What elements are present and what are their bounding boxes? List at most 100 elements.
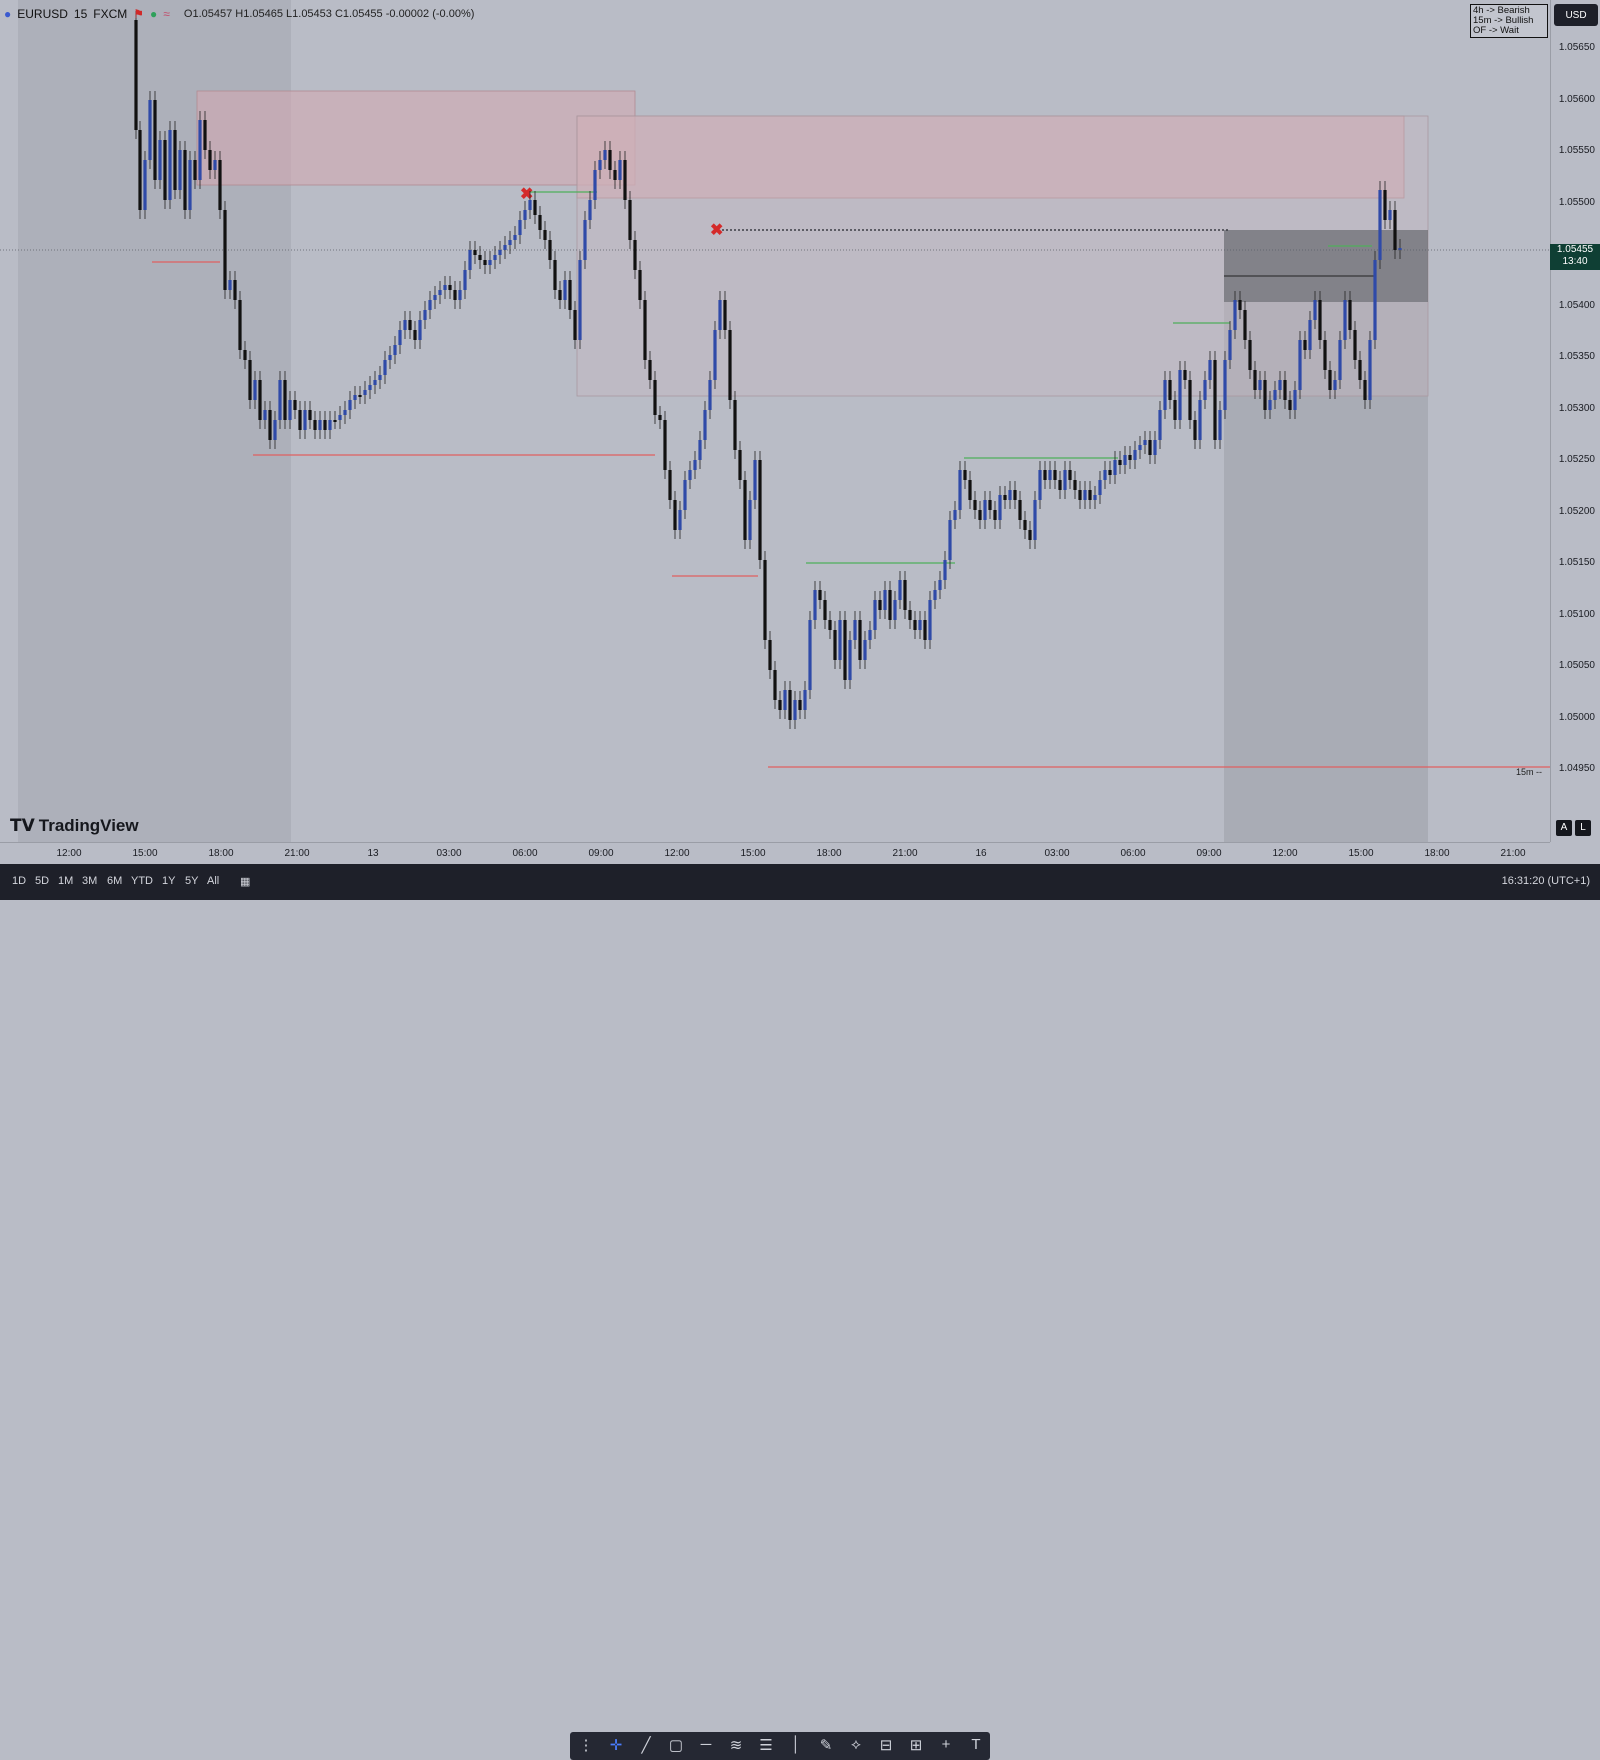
price-axis[interactable]: 1.056501.056001.055501.055001.054501.054… — [1550, 0, 1600, 842]
candle-body — [1393, 210, 1397, 250]
candle-body — [888, 590, 892, 620]
time-axis[interactable]: 12:00 15:00 18:00 21:00 13 03:00 06:00 09:00 12:… — [0, 842, 1550, 865]
candle-body — [688, 470, 692, 480]
candle-body — [183, 150, 187, 210]
price-tick: 1.05100 — [1558, 608, 1595, 620]
chart-area[interactable]: ✖ ✖ ● EURUSD 15 FXCM ⚑ ● ≈ O1.05457 H1.05… — [0, 0, 1550, 842]
candle-body — [1198, 400, 1202, 440]
timeframe-button[interactable]: 1D — [12, 875, 27, 887]
candle-body — [223, 210, 227, 290]
candle-body — [233, 280, 237, 300]
candle-body — [198, 120, 202, 180]
timeframe-button[interactable]: 5D — [35, 875, 50, 887]
candle-body — [638, 270, 642, 300]
calendar-icon[interactable]: ▦ — [240, 876, 251, 888]
candle-body — [1153, 440, 1157, 455]
candle-body — [698, 440, 702, 460]
channel-icon[interactable]: ≋ — [729, 1737, 743, 1754]
candle-body — [893, 600, 897, 620]
candle-body — [968, 480, 972, 500]
timeframe-button[interactable]: YTD — [131, 875, 153, 887]
trend-line-icon[interactable]: ╱ — [641, 1737, 651, 1754]
price-tick: 1.05350 — [1558, 351, 1595, 362]
text-icon[interactable]: T — [971, 1736, 981, 1753]
cross-icon[interactable]: + — [941, 1736, 951, 1753]
clock[interactable]: 16:31:20 (UTC+1) — [1501, 875, 1590, 887]
time-tick: 03:00 — [436, 848, 462, 859]
candle-body — [498, 250, 502, 255]
candle-body — [1398, 248, 1402, 250]
candle-body — [318, 420, 322, 430]
candle-body — [1368, 340, 1372, 400]
candle-body — [808, 620, 812, 690]
candle-body — [1308, 320, 1312, 350]
time-tick: 21:00 — [892, 848, 918, 859]
candle-body — [448, 285, 452, 290]
candle-body — [153, 100, 157, 180]
price-tick: 1.05300 — [1558, 402, 1595, 414]
candlestick-chart[interactable]: ✖✖ — [0, 0, 1550, 842]
candle-body — [673, 500, 677, 530]
candle-body — [1253, 370, 1257, 390]
candle-body — [438, 290, 442, 295]
candle-body — [653, 380, 657, 415]
candle-body — [1223, 360, 1227, 410]
candle-body — [1078, 490, 1082, 500]
candle-body — [238, 300, 242, 350]
candle-body — [828, 620, 832, 630]
timeframe-button[interactable]: 6M — [107, 875, 123, 887]
candle-body — [263, 410, 267, 420]
candle-body — [1268, 400, 1272, 410]
rectangle-icon[interactable]: ▢ — [668, 1737, 684, 1754]
candle-body — [178, 150, 182, 190]
currency-button[interactable]: USD — [1554, 4, 1598, 26]
interval[interactable]: 15 — [73, 7, 88, 21]
candle-body — [463, 270, 467, 290]
bias-notes-box[interactable]: 4h -> Bearish 15m -> Bullish OF -> Wait — [1470, 4, 1548, 38]
candle-body — [418, 320, 422, 340]
red-flag-icon[interactable]: ⚑ — [133, 7, 145, 21]
horizontal-line-icon[interactable]: ─ — [700, 1736, 712, 1753]
price-tick: 1.05650 — [1558, 42, 1595, 53]
candle-body — [363, 390, 367, 395]
timeframe-button[interactable]: 5Y — [185, 875, 199, 887]
vertical-line-icon[interactable]: │ — [791, 1736, 801, 1753]
pattern-icon[interactable]: ⟡ — [851, 1736, 861, 1753]
candle-body — [763, 560, 767, 640]
candle-body — [288, 400, 292, 420]
pen-icon[interactable]: ✎ — [819, 1737, 833, 1754]
candle-body — [1203, 380, 1207, 400]
candle-body — [1128, 455, 1132, 460]
symbol-name[interactable]: EURUSD — [17, 7, 68, 21]
candle-body — [818, 590, 822, 600]
tv-logo-icon: 𝗧𝗩 — [10, 816, 35, 835]
candle-body — [543, 230, 547, 240]
candle-body — [428, 300, 432, 310]
candle-body — [773, 670, 777, 700]
candle-body — [973, 500, 977, 510]
tradingview-logo[interactable]: 𝗧𝗩 TradingView — [10, 816, 139, 836]
time-tick: 18:00 — [816, 848, 842, 859]
candle-body — [368, 385, 372, 390]
crosshair-icon[interactable]: ✛ — [609, 1737, 623, 1754]
timeframe-button[interactable]: 1Y — [162, 875, 176, 887]
measure-icon[interactable]: ⊟ — [879, 1737, 893, 1754]
candle-body — [963, 470, 967, 480]
candle-body — [1303, 340, 1307, 350]
candle-body — [458, 290, 462, 300]
candle-body — [1098, 480, 1102, 495]
grip-icon[interactable]: ⋮ — [578, 1737, 594, 1754]
candle-body — [953, 510, 957, 520]
auto-scale-button[interactable]: A — [1556, 820, 1572, 836]
fib-icon[interactable]: ☰ — [759, 1737, 773, 1754]
candle-body — [898, 580, 902, 600]
candle-body — [1038, 470, 1042, 500]
timeframe-button[interactable]: All — [207, 875, 220, 887]
timeframe-button[interactable]: 3M — [82, 875, 98, 887]
candle-body — [343, 410, 347, 415]
position-icon[interactable]: ⊞ — [909, 1737, 923, 1754]
log-scale-button[interactable]: L — [1575, 820, 1591, 836]
candle-body — [483, 260, 487, 265]
price-tick: 1.05500 — [1558, 196, 1595, 208]
timeframe-button[interactable]: 1M — [58, 875, 74, 887]
